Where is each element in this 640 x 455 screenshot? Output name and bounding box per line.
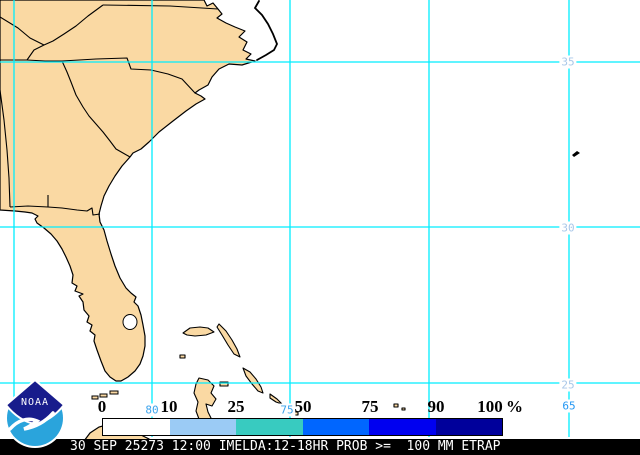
- caption-bar: 30 SEP 25273 12:00 IMELDA:12-18HR PROB >…: [0, 439, 640, 455]
- latlon-grid: [0, 0, 640, 437]
- probability-colorbar: [102, 418, 503, 436]
- colorbar-tick-0: 0: [97, 397, 107, 416]
- noaa-logo: NOAA: [4, 378, 66, 448]
- noaa-logo-text: NOAA: [21, 397, 49, 408]
- longitude-label-65: 65: [560, 399, 578, 413]
- longitude-label-80: 80: [143, 403, 161, 417]
- longitude-label-75: 75: [278, 403, 296, 417]
- colorbar-tick-10: 10: [160, 397, 178, 416]
- latitude-label-30: 30: [559, 221, 577, 235]
- colorbar-segment-3: [302, 419, 369, 435]
- noaa-logo-gull-icon: [8, 411, 55, 431]
- colorbar-segment-0: [103, 419, 170, 435]
- outer-banks: [253, 0, 278, 61]
- colorbar-tick-25: 25: [227, 397, 245, 416]
- florida-keys: [91, 390, 119, 400]
- latitude-label-25: 25: [559, 378, 577, 392]
- lake-okeechobee: [122, 314, 138, 330]
- colorbar-tick-75: 75: [361, 397, 379, 416]
- colorbar-segment-2: [236, 419, 303, 435]
- colorbar-unit-percent: %: [506, 397, 523, 416]
- bermuda-island: [572, 151, 580, 157]
- caption-text: 30 SEP 25273 12:00 IMELDA:12-18HR PROB >…: [70, 439, 501, 454]
- bahamas-islands: [179, 323, 406, 424]
- latitude-label-35: 35: [559, 55, 577, 69]
- state-borders: [0, 4, 219, 216]
- colorbar-tick-100: 100: [477, 397, 503, 416]
- colorbar-tick-50: 50: [294, 397, 312, 416]
- colorbar-segment-4: [369, 419, 436, 435]
- colorbar-segment-1: [169, 419, 236, 435]
- colorbar-segment-5: [435, 419, 502, 435]
- colorbar-tick-90: 90: [427, 397, 445, 416]
